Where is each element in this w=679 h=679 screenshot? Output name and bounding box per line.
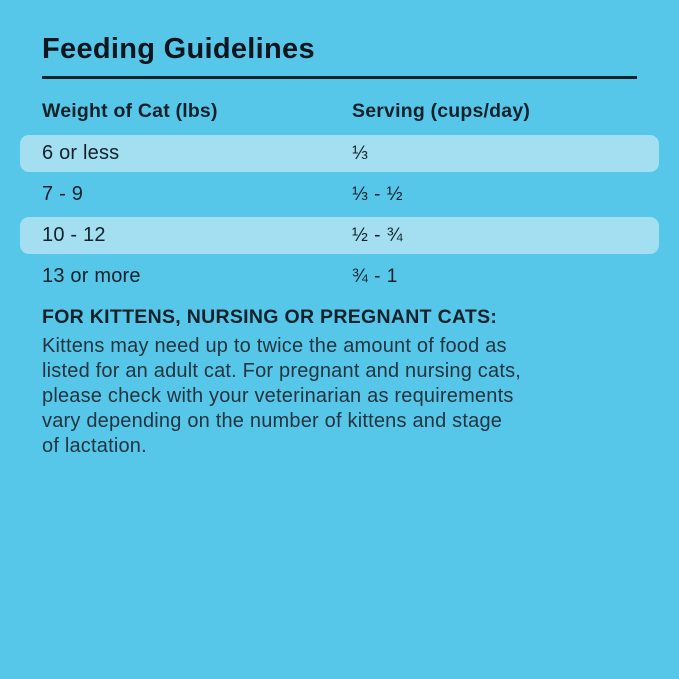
table-row: 10 - 12 ½ - ¾ bbox=[20, 217, 659, 254]
page-title: Feeding Guidelines bbox=[42, 33, 315, 65]
table-row: 13 or more ¾ - 1 bbox=[20, 258, 659, 295]
serving-cell: ⅓ bbox=[352, 142, 369, 164]
kittens-note-line: listed for an adult cat. For pregnant an… bbox=[42, 360, 522, 382]
serving-cell: ¾ - 1 bbox=[352, 265, 398, 287]
kittens-note-line: of lactation. bbox=[42, 435, 147, 457]
kittens-note-heading: FOR KITTENS, NURSING OR PREGNANT CATS: bbox=[42, 306, 498, 328]
kittens-note-line: vary depending on the number of kittens … bbox=[42, 410, 503, 432]
kittens-note-line: please check with your veterinarian as r… bbox=[42, 385, 514, 407]
column-header-weight: Weight of Cat (lbs) bbox=[42, 100, 218, 122]
table-row: 7 - 9 ⅓ - ½ bbox=[20, 176, 659, 213]
serving-cell: ½ - ¾ bbox=[352, 224, 404, 246]
weight-cell: 13 or more bbox=[42, 265, 141, 287]
title-divider bbox=[42, 76, 637, 79]
kittens-note-body: Kittens may need up to twice the amount … bbox=[42, 334, 521, 459]
table-row: 6 or less ⅓ bbox=[20, 135, 659, 172]
serving-cell: ⅓ - ½ bbox=[352, 183, 404, 205]
weight-cell: 7 - 9 bbox=[42, 183, 84, 205]
column-header-serving: Serving (cups/day) bbox=[352, 100, 531, 122]
weight-cell: 6 or less bbox=[42, 142, 120, 164]
kittens-note-line: Kittens may need up to twice the amount … bbox=[42, 335, 507, 357]
weight-cell: 10 - 12 bbox=[42, 224, 106, 246]
